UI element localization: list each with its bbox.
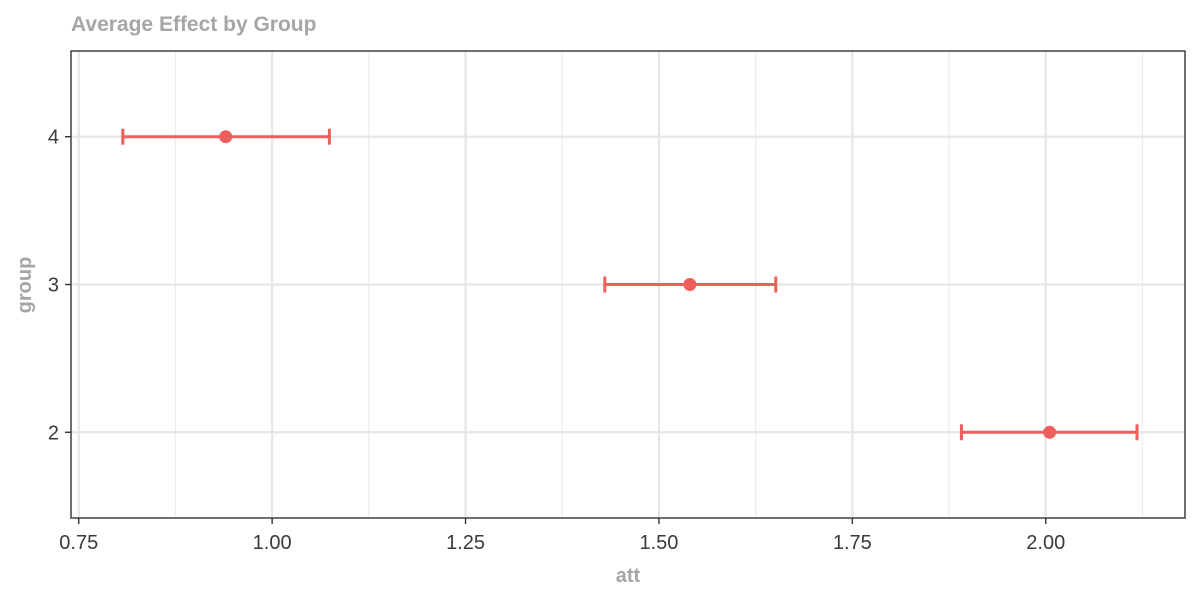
x-tick-label: 1.75 [833, 532, 872, 554]
data-marks [121, 128, 1139, 441]
x-tick-label: 1.50 [639, 532, 678, 554]
errorbar-group-2 [959, 424, 1139, 441]
data-point [1043, 425, 1057, 439]
y-tick-label: 3 [48, 275, 59, 297]
x-tick-label: 1.25 [446, 532, 485, 554]
errorbar-group-4 [121, 128, 331, 145]
errorbar-group-3 [603, 276, 778, 293]
axes: 0.75 1.00 1.25 1.50 1.75 2.00 2 3 4 [48, 127, 1065, 554]
x-tick-label: 0.75 [59, 532, 98, 554]
y-tick-label: 4 [48, 127, 59, 149]
x-axis-title: att [616, 565, 641, 587]
y-axis-title: group [14, 257, 36, 314]
y-tick-label: 2 [48, 422, 59, 444]
x-tick-label: 1.00 [253, 532, 292, 554]
x-tick-label: 2.00 [1026, 532, 1065, 554]
chart-title: Average Effect by Group [71, 13, 316, 36]
data-point [219, 130, 233, 144]
data-point [683, 278, 697, 291]
